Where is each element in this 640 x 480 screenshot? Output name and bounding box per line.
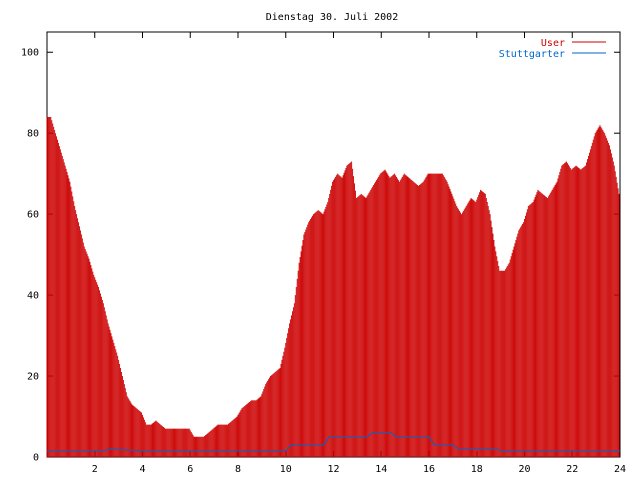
y-tick-label: 20	[27, 372, 39, 383]
x-tick-label: 22	[566, 464, 578, 475]
x-tick-label: 20	[518, 464, 530, 475]
x-tick-label: 2	[92, 464, 98, 475]
legend: User Stuttgarter	[499, 38, 606, 60]
x-tick-label: 6	[187, 464, 193, 475]
x-tick-label: 8	[235, 464, 241, 475]
y-tick-label: 100	[21, 48, 39, 59]
y-tick-label: 80	[27, 129, 39, 140]
legend-label-user: User	[541, 38, 565, 49]
x-tick-label: 16	[423, 464, 435, 475]
stuttgarter-line	[47, 432, 620, 452]
user-series	[46, 117, 620, 457]
y-tick-label: 0	[33, 453, 39, 464]
y-tick-label: 60	[27, 210, 39, 221]
legend-label-stuttgarter: Stuttgarter	[499, 49, 565, 60]
stuttgarter-series	[47, 432, 620, 452]
x-tick-label: 24	[614, 464, 626, 475]
x-tick-label: 14	[375, 464, 387, 475]
y-tick-label: 40	[27, 291, 39, 302]
x-tick-label: 4	[139, 464, 145, 475]
chart-title: Dienstag 30. Juli 2002	[266, 12, 398, 23]
x-tick-label: 12	[327, 464, 339, 475]
x-tick-label: 18	[471, 464, 483, 475]
x-tick-label: 10	[280, 464, 292, 475]
